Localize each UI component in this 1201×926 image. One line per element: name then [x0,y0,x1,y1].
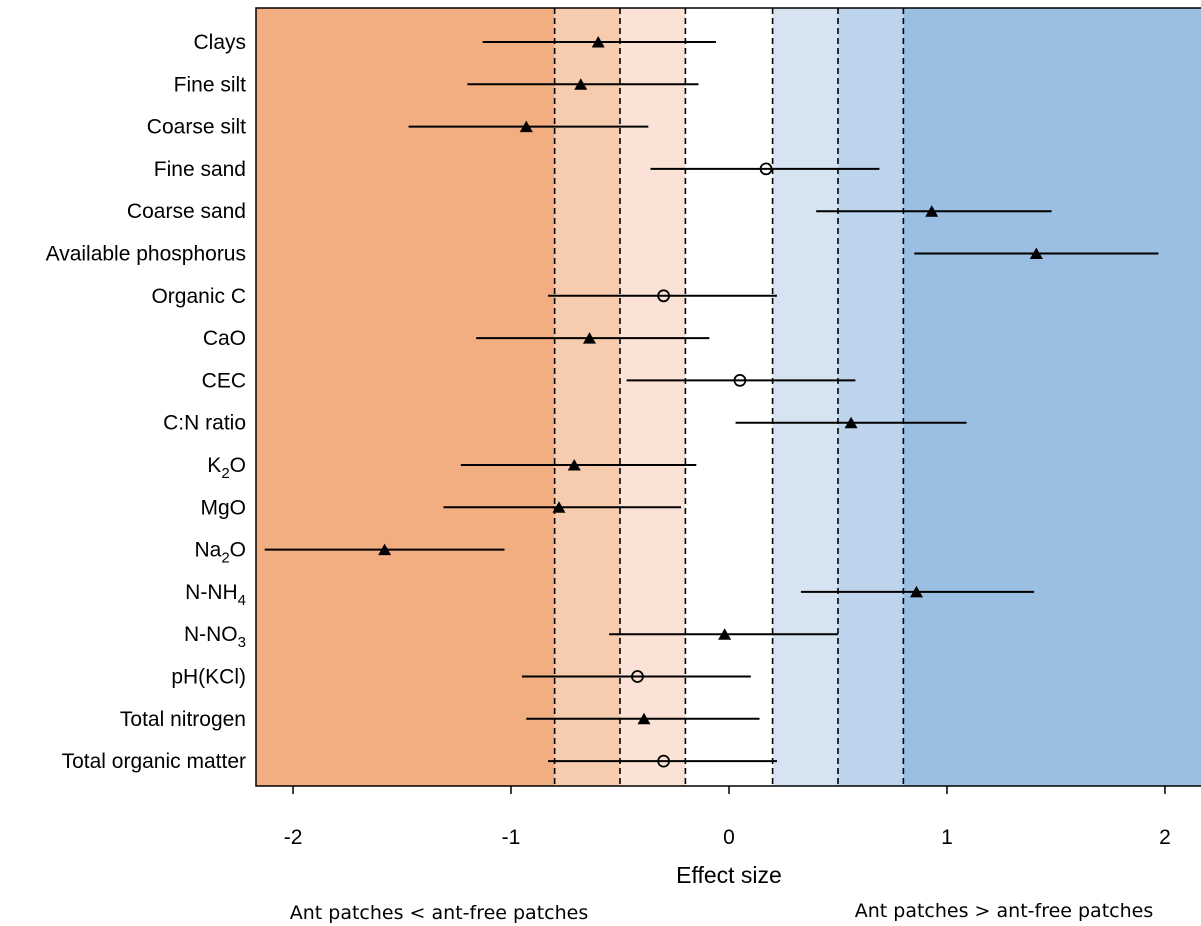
x-tick-label: 1 [941,826,953,849]
x-tick-label: -1 [502,826,521,849]
effect-marker-triangle [574,78,588,90]
effect-row: Fine sand [154,158,880,181]
row-label: N-NH4 [185,581,246,609]
effect-row: Coarse sand [127,200,1052,223]
effect-row: Available phosphorus [46,243,1159,266]
x-tick-label: 0 [723,826,735,849]
band-neg-medium [554,8,621,786]
effect-marker-circle [657,289,671,303]
effect-marker-triangle [591,36,605,48]
effect-row: Coarse silt [147,116,649,139]
band-pos-small [772,8,838,786]
row-label: Na2O [194,539,246,567]
row-label: Total nitrogen [120,708,246,731]
band-neg-small [620,8,686,786]
footnote-left: Ant patches < ant-free patches [290,902,588,924]
row-label: Fine sand [154,158,246,181]
effect-row: Organic C [151,285,777,308]
row-label: Fine silt [174,73,247,96]
effect-marker-triangle [378,543,392,556]
row-label: CEC [202,369,246,392]
effect-marker-triangle [844,416,858,429]
effect-row: CEC [202,369,856,392]
band-pos-medium [837,8,904,786]
effect-marker-triangle [718,628,732,640]
effect-marker-triangle [582,332,596,344]
row-label: CaO [203,327,246,350]
effect-row: pH(KCl) [171,666,751,689]
effect-marker-triangle [1029,247,1043,259]
effect-marker-circle [733,373,747,387]
footnote-right: Ant patches > ant-free patches [855,900,1153,922]
band-neg-large [256,8,555,786]
effect-row: MgO [200,496,682,519]
x-axis: -2 -1 0 1 2 [284,786,1171,849]
row-label: Organic C [151,285,246,308]
band-neutral [685,8,773,786]
effect-row: Total nitrogen [120,708,760,731]
row-label: Coarse sand [127,200,246,223]
x-tick-label: 2 [1159,826,1171,849]
row-label: MgO [200,496,246,519]
effect-size-bands [256,8,1201,786]
effect-row: C:N ratio [163,412,967,435]
row-label: K2O [207,454,246,482]
band-pos-large [903,8,1201,786]
effect-marker-triangle [519,120,533,133]
effect-marker-circle [759,162,773,176]
row-label: Coarse silt [147,116,246,139]
effect-marker-triangle [925,205,939,217]
effect-row: Clays [193,31,716,54]
x-tick-label: -2 [284,826,303,849]
row-label: N-NO3 [184,623,246,651]
row-label: pH(KCl) [171,666,246,689]
effect-row: CaO [203,327,710,350]
effect-marker-triangle [637,712,651,725]
effect-marker-triangle [909,585,923,598]
row-label: Available phosphorus [46,243,246,266]
effect-row: Total organic matter [62,750,777,773]
effect-marker-circle [657,754,671,768]
effect-marker-triangle [567,459,581,471]
row-label: Total organic matter [62,750,246,773]
effect-marker-triangle [552,501,566,513]
effect-marker-circle [631,670,644,683]
effect-row: Fine silt [174,73,699,96]
row-label: C:N ratio [163,412,246,435]
x-axis-label: Effect size [676,862,782,888]
row-label: Clays [193,31,246,54]
